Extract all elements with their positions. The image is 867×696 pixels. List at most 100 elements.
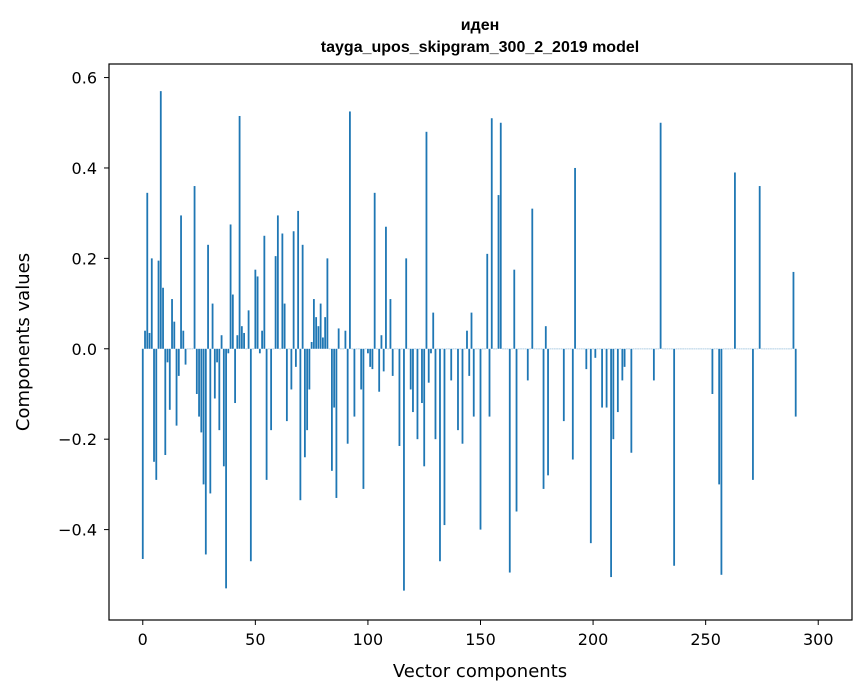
bar-series bbox=[141, 91, 797, 591]
bar bbox=[391, 348, 394, 376]
y-tick-label: 0.2 bbox=[72, 249, 97, 268]
bar bbox=[150, 258, 153, 349]
bar bbox=[378, 348, 381, 392]
bar bbox=[220, 335, 223, 349]
bar bbox=[227, 348, 230, 354]
bar bbox=[389, 299, 392, 349]
bar bbox=[213, 348, 216, 399]
bar bbox=[261, 330, 264, 349]
bar bbox=[439, 348, 441, 562]
bar bbox=[324, 317, 327, 349]
bar bbox=[574, 167, 576, 349]
bar bbox=[612, 348, 615, 440]
bar bbox=[594, 348, 597, 358]
bar bbox=[720, 348, 723, 575]
bar bbox=[416, 348, 419, 440]
bar bbox=[175, 348, 178, 426]
bar bbox=[265, 348, 268, 480]
bar bbox=[234, 348, 236, 404]
x-axis-label: Vector components bbox=[393, 661, 567, 682]
bar bbox=[301, 244, 304, 349]
x-axis: 0 50 100 150 200 250 300 bbox=[138, 620, 834, 649]
bar bbox=[353, 348, 356, 417]
bar bbox=[202, 348, 205, 485]
bar bbox=[601, 348, 603, 408]
bar bbox=[470, 312, 473, 349]
bar bbox=[488, 348, 491, 417]
bar bbox=[292, 231, 295, 349]
bar bbox=[526, 348, 529, 381]
bar bbox=[630, 348, 633, 453]
bar bbox=[177, 348, 180, 376]
x-tick-label: 300 bbox=[803, 630, 834, 649]
bar bbox=[315, 317, 318, 349]
bar bbox=[243, 332, 245, 349]
bar bbox=[752, 348, 754, 480]
bar bbox=[290, 348, 293, 390]
bar bbox=[718, 348, 721, 485]
bar bbox=[369, 348, 372, 367]
bar bbox=[299, 348, 302, 501]
bar bbox=[247, 310, 250, 349]
y-tick-label: −0.4 bbox=[58, 521, 97, 540]
bar bbox=[256, 276, 259, 349]
bar bbox=[153, 348, 155, 462]
bar bbox=[238, 115, 241, 349]
bar bbox=[409, 348, 412, 390]
bar bbox=[319, 303, 322, 349]
bar bbox=[240, 326, 243, 349]
bar bbox=[430, 348, 432, 354]
bar bbox=[531, 208, 534, 349]
bar bbox=[792, 271, 795, 349]
bar bbox=[425, 131, 428, 349]
bar bbox=[276, 215, 279, 349]
bar bbox=[148, 332, 151, 349]
bar bbox=[427, 348, 430, 383]
bar bbox=[605, 348, 608, 408]
bar bbox=[423, 348, 426, 467]
bar bbox=[673, 348, 676, 566]
bar bbox=[758, 186, 761, 349]
bar bbox=[734, 172, 736, 349]
bar bbox=[380, 335, 383, 349]
bar bbox=[312, 299, 315, 349]
bar bbox=[207, 244, 209, 349]
bar bbox=[222, 348, 225, 467]
bar bbox=[263, 235, 266, 349]
bar bbox=[225, 348, 227, 589]
bar bbox=[499, 122, 502, 349]
bar bbox=[497, 195, 500, 349]
x-tick-label: 100 bbox=[353, 630, 384, 649]
bar bbox=[317, 326, 320, 349]
y-tick-label: 0.0 bbox=[72, 340, 97, 359]
bar bbox=[321, 337, 324, 349]
bar bbox=[421, 348, 423, 404]
bar bbox=[403, 348, 405, 591]
bar bbox=[285, 348, 288, 422]
bar bbox=[198, 348, 200, 417]
bar bbox=[146, 192, 149, 349]
bar bbox=[333, 348, 336, 408]
bar bbox=[330, 348, 333, 471]
bar bbox=[294, 348, 297, 367]
bar bbox=[180, 215, 182, 349]
bar bbox=[303, 348, 306, 458]
bar bbox=[432, 312, 435, 349]
bar bbox=[297, 210, 300, 349]
bar bbox=[794, 348, 797, 417]
bar bbox=[173, 321, 176, 349]
bar bbox=[310, 342, 313, 349]
bar bbox=[542, 348, 545, 489]
bar bbox=[466, 330, 468, 349]
bar bbox=[159, 91, 162, 349]
x-tick-label: 0 bbox=[138, 630, 148, 649]
bar bbox=[274, 256, 277, 349]
bar bbox=[166, 348, 169, 363]
bar bbox=[468, 348, 471, 376]
bar bbox=[231, 294, 234, 349]
bar bbox=[195, 348, 198, 394]
bar bbox=[141, 348, 144, 559]
bar bbox=[610, 348, 612, 578]
bar bbox=[254, 269, 257, 349]
bar bbox=[258, 348, 261, 354]
